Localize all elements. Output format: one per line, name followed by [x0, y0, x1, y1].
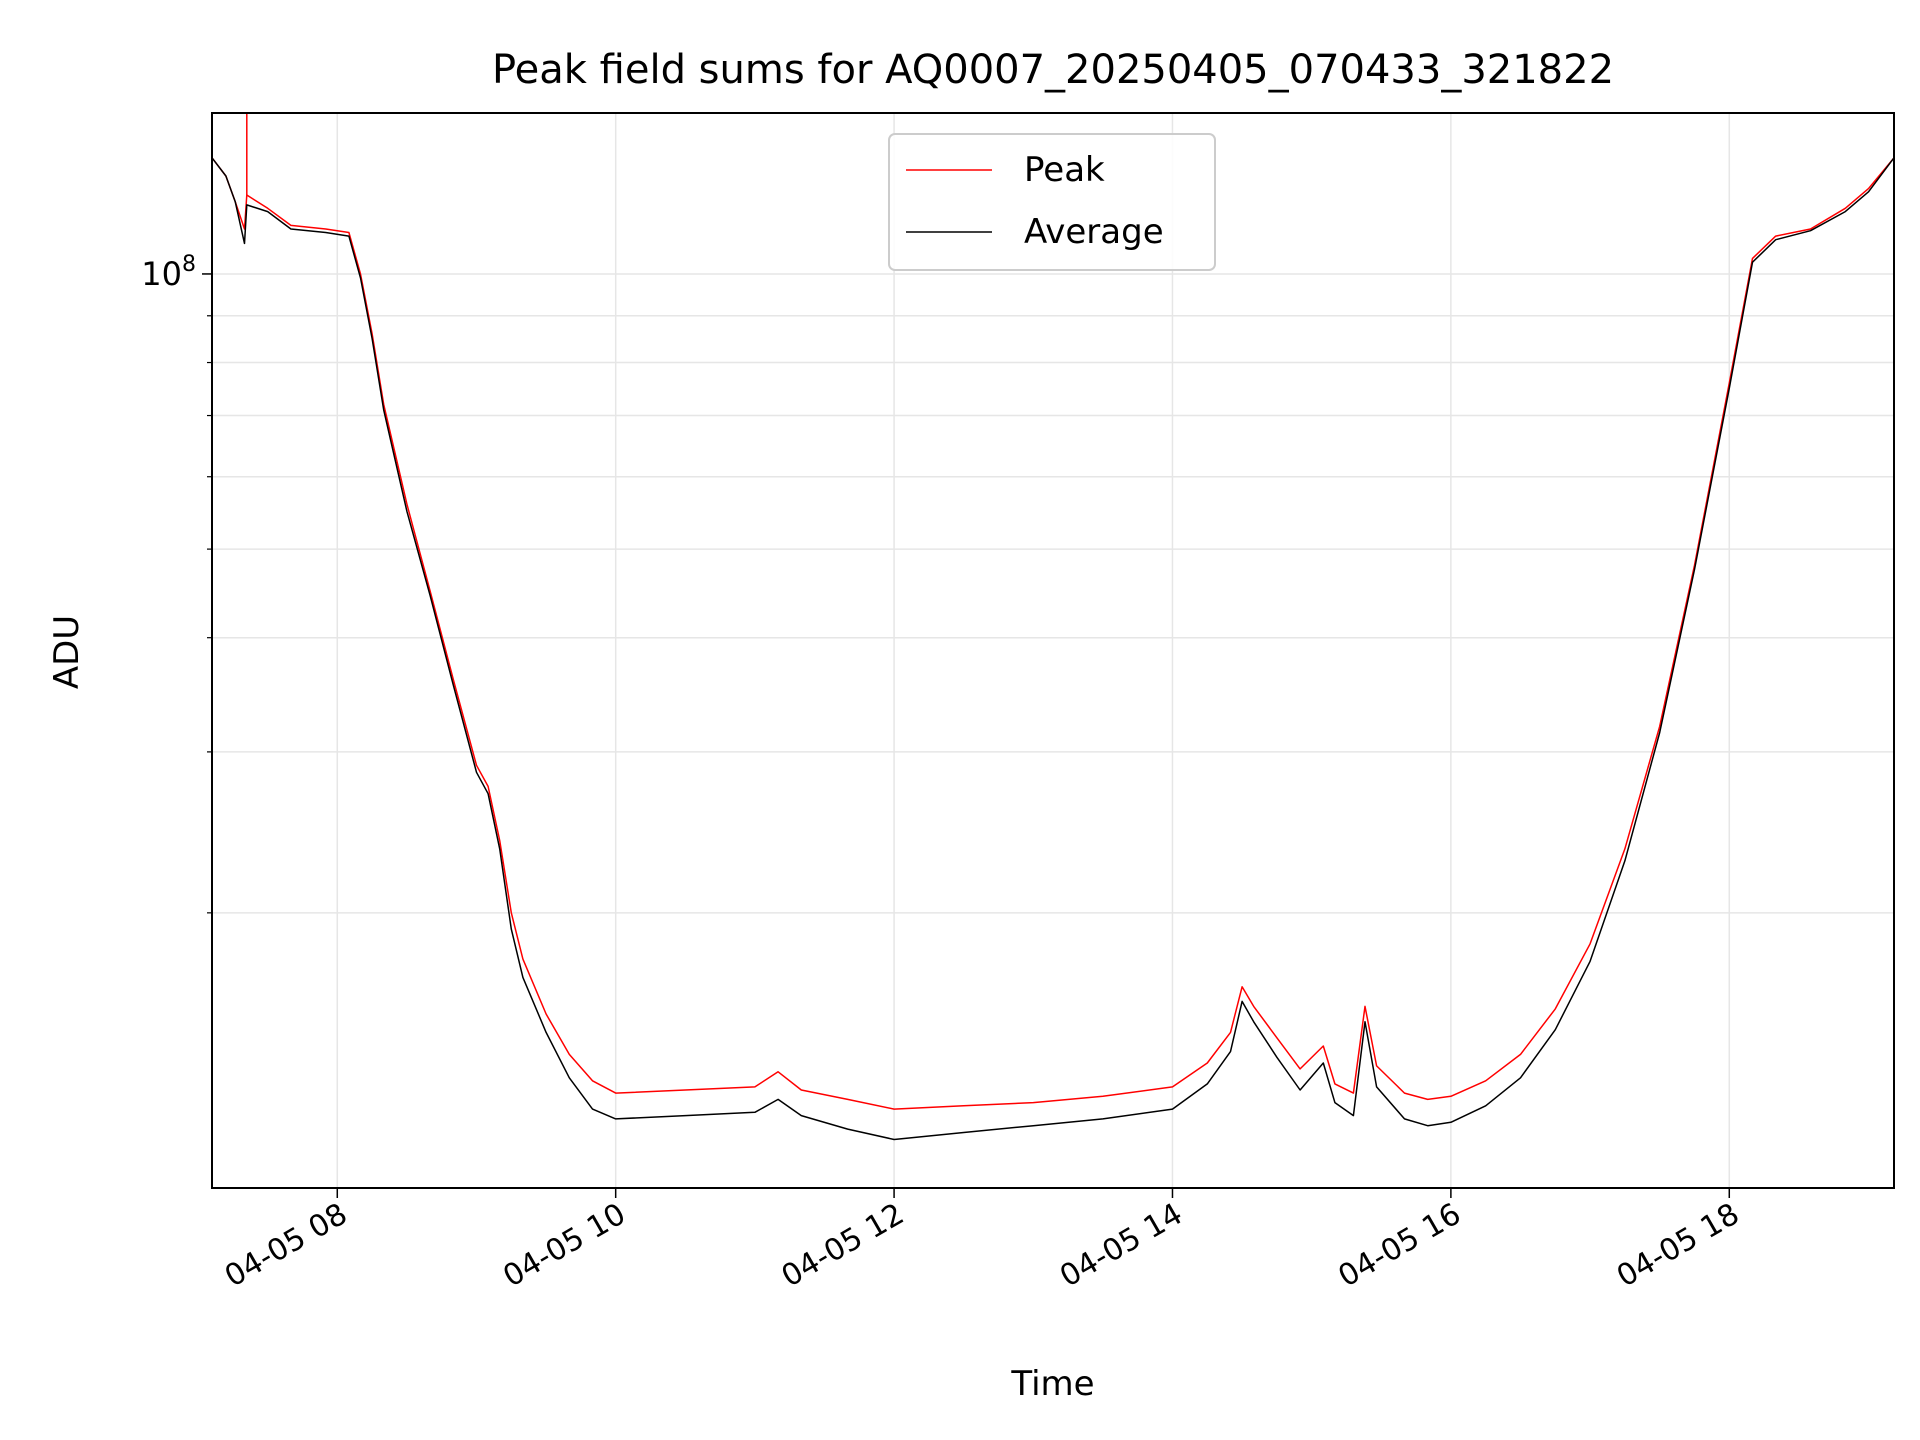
legend-box: [888, 133, 1216, 271]
chart-title: Peak field sums for AQ0007_20250405_0704…: [492, 47, 1614, 93]
grid: [212, 113, 1894, 1188]
y-axis-label: ADU: [47, 615, 87, 689]
x-axis-label: Time: [1010, 1364, 1094, 1404]
y-tick-label: 108: [141, 252, 196, 293]
series-layer: [211, 113, 1895, 1141]
legend-label-peak: Peak: [1024, 150, 1105, 190]
series-average-line: [211, 157, 1895, 1141]
legend: Peak Average: [888, 133, 1216, 271]
series-peak-line: [211, 157, 1895, 1110]
plot-frame: [211, 112, 1895, 1189]
legend-label-average: Average: [1024, 212, 1164, 252]
